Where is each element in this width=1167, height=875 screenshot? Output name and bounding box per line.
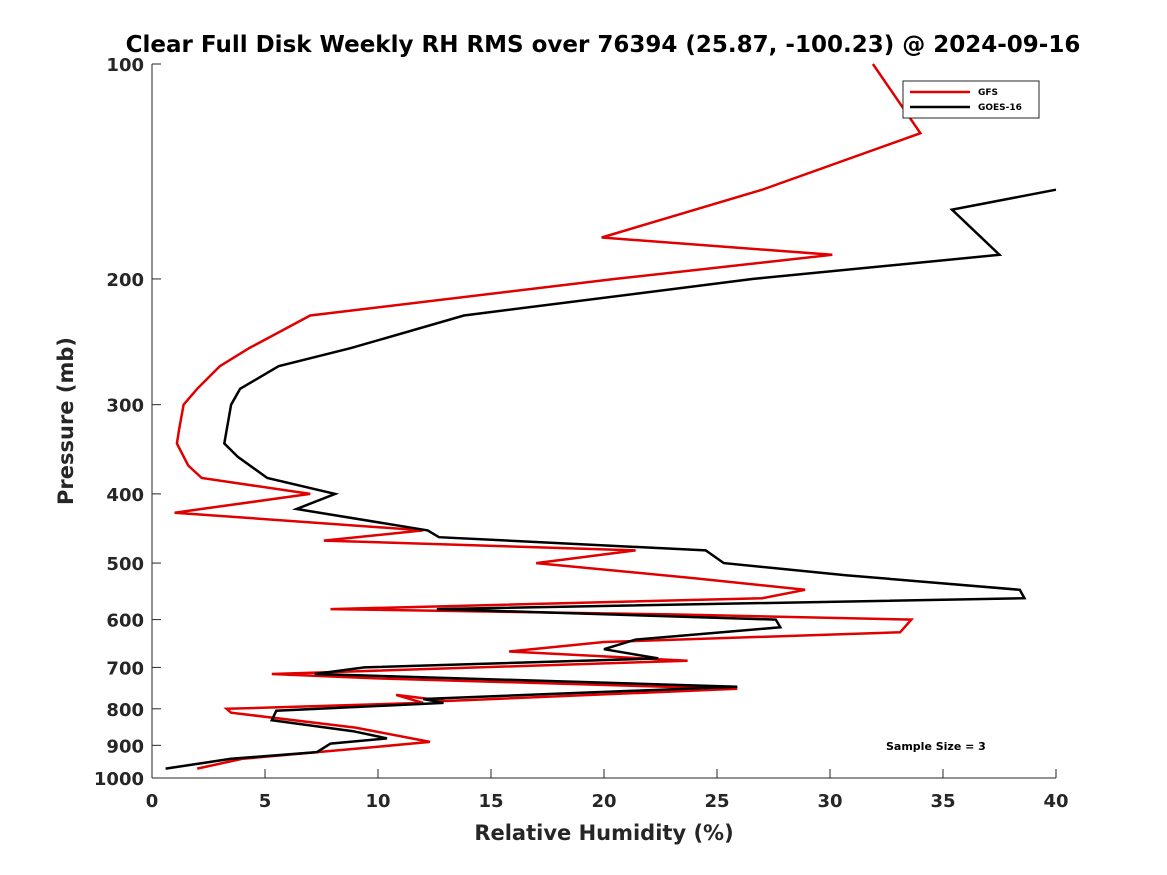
- y-axis-label: Pressure (mb): [54, 337, 78, 505]
- y-tick-label: 700: [106, 658, 144, 679]
- series-line-goes16: [165, 188, 1057, 770]
- x-ticks: 0 5 10 15 20 25 30 35 40: [146, 769, 1069, 812]
- legend-label-gfs: GFS: [978, 88, 998, 98]
- sample-size-annotation: Sample Size = 3: [886, 740, 986, 753]
- y-ticks: 100 200 300 400 500 600 700 800 900 1000: [94, 55, 161, 790]
- x-tick-label: 20: [591, 791, 616, 812]
- y-tick-label: 500: [106, 554, 144, 575]
- y-tick-label: 400: [106, 485, 144, 506]
- x-tick-label: 10: [365, 791, 390, 812]
- legend: GFS GOES-16: [902, 80, 1040, 119]
- y-tick-label: 100: [106, 55, 144, 76]
- series-line-gfs: [174, 63, 923, 770]
- x-axis-label: Relative Humidity (%): [474, 821, 733, 845]
- x-tick-label: 25: [704, 791, 729, 812]
- y-tick-label: 600: [106, 611, 144, 632]
- legend-label-goes16: GOES-16: [978, 103, 1022, 113]
- x-tick-label: 0: [146, 791, 159, 812]
- plot-lines: [165, 63, 1057, 770]
- x-tick-label: 15: [478, 791, 503, 812]
- x-tick-label: 5: [259, 791, 272, 812]
- x-tick-label: 30: [817, 791, 842, 812]
- x-tick-label: 35: [930, 791, 955, 812]
- legend-box: [902, 80, 1040, 119]
- y-tick-label: 200: [106, 270, 144, 291]
- chart-title: Clear Full Disk Weekly RH RMS over 76394…: [126, 32, 1081, 58]
- y-tick-label: 300: [106, 396, 144, 417]
- y-tick-label: 800: [106, 700, 144, 721]
- x-tick-label: 40: [1043, 791, 1068, 812]
- y-tick-label: 900: [106, 736, 144, 757]
- y-tick-label: 1000: [94, 769, 144, 790]
